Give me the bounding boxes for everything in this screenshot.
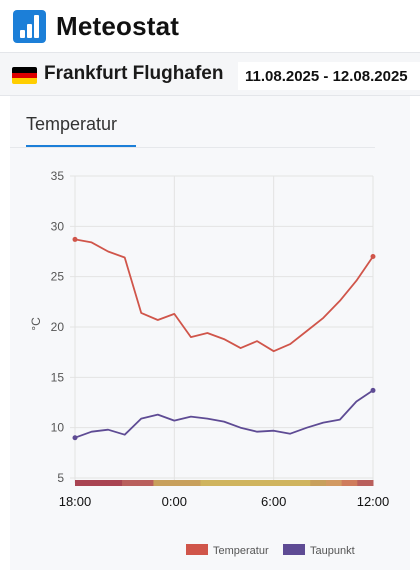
legend-label: Temperatur <box>213 545 269 557</box>
date-range-picker[interactable]: 11.08.2025 - 12.08.2025 <box>238 62 420 90</box>
station-name: Frankfurt Flughafen <box>44 63 224 84</box>
condition-segment <box>278 480 296 486</box>
y-tick-label: 15 <box>51 370 65 384</box>
y-tick-label: 30 <box>51 219 65 233</box>
legend-label: Taupunkt <box>310 545 355 557</box>
station-bar: Frankfurt Flughafen 11.08.2025 - 12.08.2… <box>0 52 420 96</box>
condition-segment <box>153 480 170 486</box>
condition-segment <box>357 480 374 486</box>
flag-stripe-black <box>12 67 37 73</box>
series-point <box>72 236 78 242</box>
condition-segment <box>247 480 264 486</box>
y-tick-label: 5 <box>57 471 64 485</box>
x-tick-label: 0:00 <box>162 494 187 509</box>
y-tick-label: 10 <box>51 421 65 435</box>
series-line-1 <box>74 389 374 439</box>
condition-segment <box>325 480 343 486</box>
y-tick-label: 20 <box>51 320 65 334</box>
condition-segment <box>200 480 217 486</box>
series-point <box>370 387 376 393</box>
y-tick-label: 25 <box>51 270 65 284</box>
flag-stripe-red <box>12 72 37 79</box>
y-tick-label: 35 <box>51 169 65 183</box>
x-tick-label: 6:00 <box>261 494 286 509</box>
condition-segment <box>294 480 311 486</box>
condition-segment <box>106 480 123 486</box>
chart-card: Temperatur 5 10 15 20 25 30 35 18:00 0:00 6:00 12:… <box>10 96 410 570</box>
condition-segment <box>122 480 139 486</box>
condition-segment <box>184 480 201 486</box>
germany-flag-icon <box>12 67 37 84</box>
condition-segment <box>310 480 327 486</box>
series-point <box>72 435 78 441</box>
active-tab-indicator <box>26 145 136 148</box>
condition-segment <box>216 480 233 486</box>
series-point <box>370 254 376 260</box>
tab-temperatur[interactable]: Temperatur <box>26 114 118 134</box>
condition-segment <box>137 480 154 486</box>
condition-segment <box>169 480 186 486</box>
condition-segment <box>341 480 358 486</box>
y-axis-label: °C <box>29 317 43 331</box>
x-tick-label: 12:00 <box>357 494 390 509</box>
condition-segment <box>231 480 249 486</box>
temperature-chart[interactable]: 5 10 15 20 25 30 35 18:00 0:00 6:00 12:00 °C Tempera… <box>10 96 410 570</box>
legend-swatch <box>186 544 208 555</box>
x-tick-label: 18:00 <box>59 494 92 509</box>
condition-segment <box>263 480 280 486</box>
condition-segment <box>90 480 107 486</box>
series-line-0 <box>74 238 374 353</box>
meteostat-logo-icon[interactable] <box>13 10 46 43</box>
app-header: Meteostat <box>0 0 420 52</box>
legend-swatch <box>283 544 305 555</box>
flag-stripe-gold <box>12 78 37 84</box>
app-title[interactable]: Meteostat <box>56 11 180 41</box>
condition-segment <box>75 480 92 486</box>
tab-divider <box>10 147 375 148</box>
